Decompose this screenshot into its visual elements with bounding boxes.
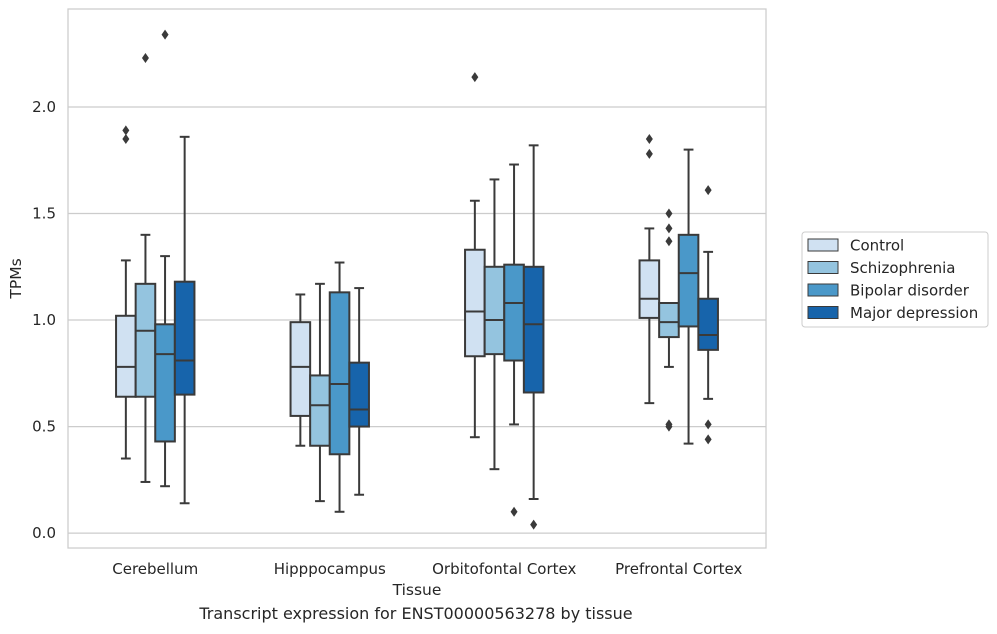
y-tick-label: 1.0	[32, 311, 56, 329]
outlier-point	[122, 133, 130, 144]
box-0-2	[154, 29, 176, 488]
box-1-3	[348, 287, 370, 496]
y-axis: 0.0 0.5 1.0 1.5 2.0	[32, 98, 56, 542]
chart-caption: Transcript expression for ENST0000056327…	[199, 604, 633, 623]
y-tick-label: 0.5	[32, 418, 56, 436]
outlier-point	[645, 133, 653, 144]
box-0-1	[134, 53, 157, 483]
x-tick-label: Prefrontal Cortex	[615, 560, 742, 578]
outlier-point	[704, 434, 712, 445]
box-1-0	[289, 293, 312, 447]
outlier-point	[665, 223, 673, 234]
box-3-1	[658, 208, 680, 432]
box-2-2	[503, 163, 525, 517]
x-tick-label: Orbitofontal Cortex	[432, 560, 576, 578]
legend-label: Control	[850, 237, 904, 255]
box-body	[522, 265, 545, 394]
box-2-3	[522, 144, 545, 530]
box-body	[483, 265, 506, 356]
box-body	[309, 374, 331, 447]
box-body	[173, 280, 196, 396]
box-body	[697, 297, 719, 351]
outlier-point	[161, 29, 169, 40]
legend-swatch	[807, 261, 839, 274]
outlier-point	[704, 419, 712, 430]
box-body	[115, 314, 137, 398]
plot-frame	[67, 8, 767, 549]
box-1-2	[328, 261, 351, 513]
box-body	[348, 361, 370, 428]
x-tick-label: Cerebellum	[112, 560, 198, 578]
box-2-0	[464, 72, 486, 439]
legend-label: Major depression	[850, 304, 978, 322]
x-axis: Cerebellum Hipppocampus Orbitofontal Corte…	[112, 560, 742, 578]
box-1-1	[309, 282, 331, 503]
y-tick-label: 2.0	[32, 98, 56, 116]
x-axis-label: Tissue	[392, 581, 442, 599]
boxes-layer	[115, 29, 719, 530]
outlier-point	[665, 419, 673, 430]
outlier-point	[141, 53, 149, 63]
outlier-point	[645, 148, 653, 159]
outlier-point	[510, 506, 518, 517]
legend-label: Bipolar disorder	[850, 282, 970, 300]
outlier-point	[665, 208, 673, 219]
legend-swatch	[807, 283, 839, 297]
box-body	[464, 248, 486, 358]
legend-swatch	[807, 306, 839, 319]
box-body	[134, 282, 157, 398]
y-axis-label: TPMs	[7, 258, 25, 299]
legend-swatch	[807, 238, 839, 252]
y-tick-label: 0.0	[32, 524, 56, 542]
box-body	[154, 323, 176, 443]
box-body	[677, 233, 700, 328]
outlier-point	[471, 72, 479, 83]
legend-frame	[801, 231, 989, 328]
outlier-point	[704, 185, 712, 196]
outlier-point	[665, 236, 673, 247]
box-body	[289, 321, 312, 417]
box-3-2	[677, 148, 700, 445]
legend: Control Schizophrenia Bipolar disorder Majo…	[801, 231, 989, 328]
y-tick-label: 1.5	[32, 205, 56, 223]
legend-label: Schizophrenia	[850, 259, 955, 277]
box-body	[638, 259, 661, 319]
box-body	[503, 263, 525, 362]
outlier-point	[530, 519, 538, 530]
outlier-point	[122, 125, 130, 136]
box-3-0	[638, 133, 661, 405]
box-3-3	[697, 185, 719, 445]
box-2-1	[483, 178, 506, 471]
box-0-3	[173, 135, 196, 505]
box-body	[658, 302, 680, 339]
box-body	[328, 291, 351, 456]
box-0-0	[115, 125, 137, 460]
x-tick-label: Hipppocampus	[274, 560, 386, 578]
